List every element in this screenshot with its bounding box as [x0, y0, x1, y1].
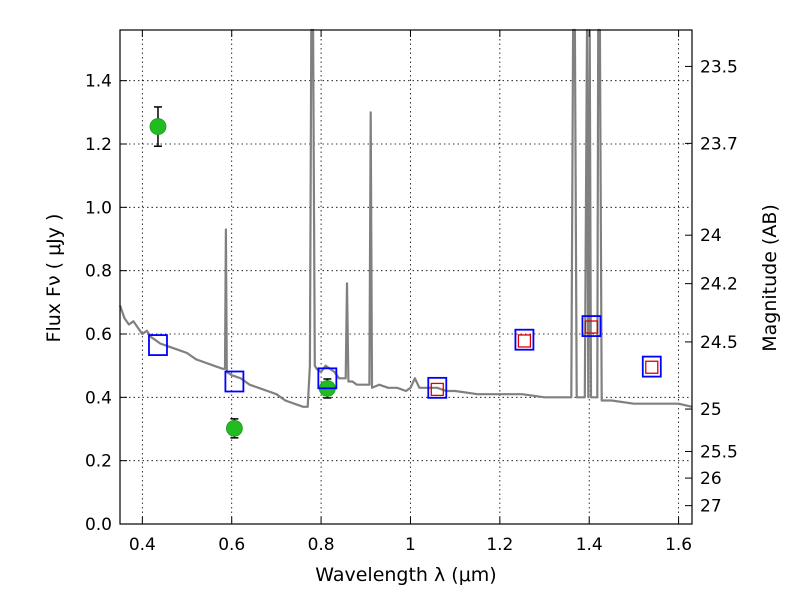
- model-flux-red-square: [517, 334, 532, 348]
- y-tick-label: 0.6: [85, 325, 112, 345]
- magnitude-tick-label: 25.5: [700, 442, 738, 462]
- observed-flux-point: [149, 118, 167, 135]
- grid-layer: [120, 30, 692, 525]
- y-tick-label: 0.8: [85, 262, 112, 282]
- y-axis-label: Flux Fν ( μJy ): [43, 214, 65, 343]
- right-axis-label: Magnitude (AB): [759, 204, 781, 352]
- x-tick-label: 0.4: [129, 535, 156, 555]
- x-axis-label: Wavelength λ (μm): [315, 564, 496, 586]
- model-flux-blue-square: [641, 355, 662, 378]
- y-tick-label: 0.4: [85, 388, 112, 408]
- x-tick-label: 1.6: [665, 535, 692, 555]
- y-tick-label: 0.2: [85, 452, 112, 472]
- x-tick-label: 1.4: [576, 535, 603, 555]
- magnitude-tick-label: 23.7: [700, 134, 738, 154]
- magnitude-tick-label: 26: [700, 469, 722, 489]
- model-spectrum-line: [118, 28, 693, 408]
- y-tick-label: 1.4: [85, 72, 112, 92]
- tick-layer: 0.4 0.6 0.8 1 1.2 1.4 1.6 0.0 0.2 0.4 0.6 0.8 1.0 1.2…: [85, 30, 738, 555]
- model-flux-blue-square: [514, 328, 535, 351]
- model-flux-blue-square: [224, 370, 245, 393]
- x-tick-label: 1.2: [486, 535, 513, 555]
- spectrum-layer: [118, 28, 693, 408]
- x-tick-label: 0.6: [218, 535, 245, 555]
- model-flux-blue-square: [427, 376, 448, 399]
- magnitude-tick-label: 25: [700, 400, 722, 420]
- magnitude-tick-label: 27: [700, 497, 722, 517]
- x-tick-label: 1: [405, 535, 416, 555]
- model-flux-red-square: [584, 320, 599, 334]
- observed-flux-point: [225, 419, 243, 437]
- x-tick-label: 0.8: [308, 535, 335, 555]
- magnitude-tick-label: 23.5: [700, 57, 738, 77]
- model-flux-blue-square: [317, 367, 338, 390]
- y-tick-label: 0.0: [85, 515, 112, 535]
- model-flux-blue-square: [148, 334, 168, 356]
- model-flux-blue-square: [581, 315, 602, 337]
- magnitude-tick-label: 24: [700, 226, 722, 246]
- plot-frame: [119, 29, 693, 525]
- y-tick-label: 1.2: [85, 135, 112, 155]
- y-tick-label: 1.0: [85, 198, 112, 218]
- model-flux-red-square: [430, 382, 444, 397]
- model-flux-red-square: [645, 360, 659, 374]
- marker-layer: [148, 106, 662, 439]
- magnitude-tick-label: 24.5: [700, 333, 738, 353]
- magnitude-tick-label: 24.2: [700, 275, 738, 295]
